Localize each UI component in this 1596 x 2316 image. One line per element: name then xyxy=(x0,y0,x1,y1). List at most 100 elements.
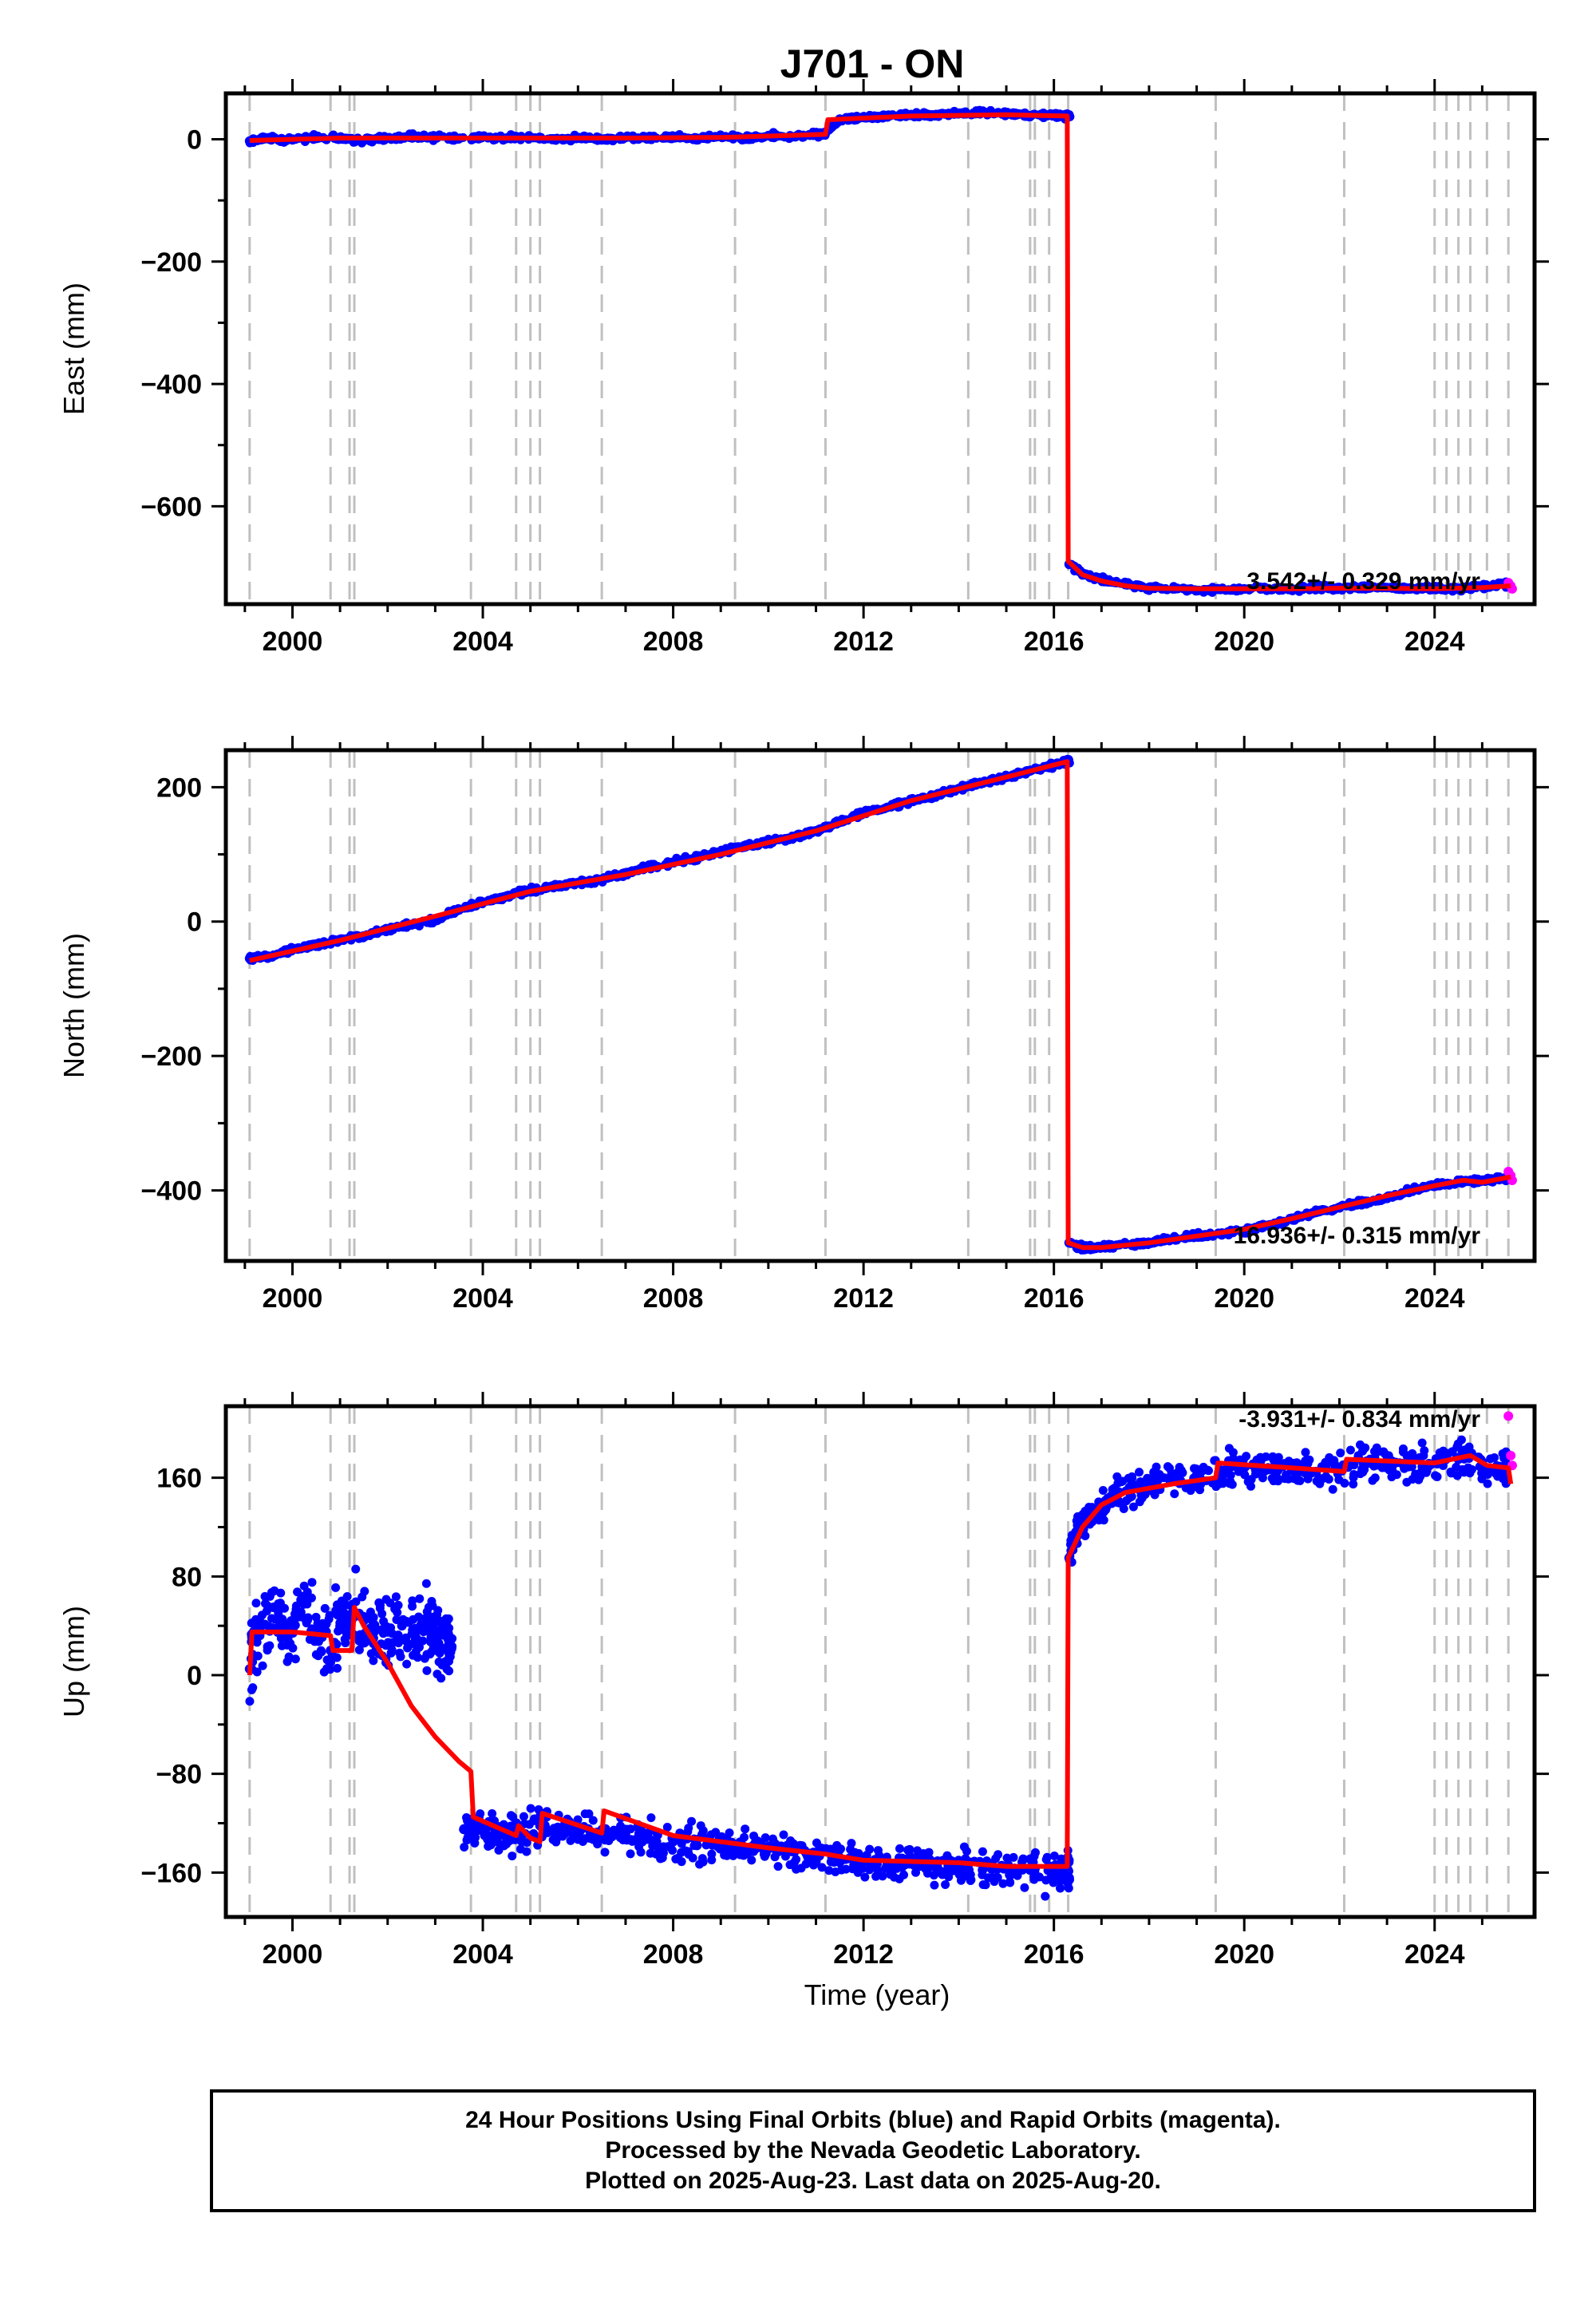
data-point xyxy=(1243,1477,1253,1487)
y-axis-label-up: Up (mm) xyxy=(57,1606,90,1717)
data-point xyxy=(1274,1452,1283,1462)
data-point xyxy=(1128,1502,1138,1512)
data-point xyxy=(437,1674,446,1683)
data-point xyxy=(616,1821,626,1831)
data-point xyxy=(476,1809,485,1819)
data-point xyxy=(747,1856,757,1865)
data-point xyxy=(506,1821,516,1831)
data-point xyxy=(895,1844,904,1853)
data-point xyxy=(1324,1475,1333,1484)
data-point xyxy=(1280,1474,1290,1484)
data-point xyxy=(1370,1473,1380,1483)
data-point xyxy=(375,1601,385,1611)
data-point xyxy=(463,1832,472,1842)
data-point xyxy=(1416,1472,1425,1481)
data-point xyxy=(299,1581,309,1591)
data-point xyxy=(385,1598,395,1607)
y-tick-label: −80 xyxy=(156,1760,202,1790)
x-tick-label: 2012 xyxy=(833,626,894,657)
data-point xyxy=(519,1812,528,1821)
data-point xyxy=(276,1588,286,1598)
data-point xyxy=(398,1614,408,1624)
data-point xyxy=(895,1874,904,1883)
data-point xyxy=(436,1618,445,1627)
data-point xyxy=(841,1864,851,1874)
data-point xyxy=(1165,1464,1175,1473)
rate-annotation-east: 3.542+/- 0.329 mm/yr xyxy=(1246,568,1480,595)
data-point xyxy=(1446,1467,1456,1476)
data-point xyxy=(1315,1479,1325,1488)
x-tick-label: 2004 xyxy=(452,626,513,657)
data-point xyxy=(395,1648,405,1658)
x-tick-label: 2020 xyxy=(1214,626,1274,657)
data-point xyxy=(684,1824,693,1833)
data-point xyxy=(959,1864,969,1874)
y-tick-label: −400 xyxy=(140,1176,202,1207)
model-line xyxy=(247,1452,1514,1869)
data-point xyxy=(444,1614,453,1623)
data-point xyxy=(978,1847,987,1856)
data-point xyxy=(873,1866,883,1875)
data-point xyxy=(942,1851,952,1860)
data-point xyxy=(760,1852,769,1861)
data-point xyxy=(720,1850,729,1860)
data-point xyxy=(548,1835,558,1844)
x-tick-label: 2020 xyxy=(1214,1939,1274,1970)
data-point xyxy=(261,1599,271,1608)
data-point xyxy=(1448,1447,1457,1456)
data-point xyxy=(413,1653,422,1662)
data-point xyxy=(588,1816,598,1825)
panel-east: 2000 2004 2008 2012 2016 2020 2024 0 −200 −400 −60… xyxy=(57,79,1549,657)
data-point xyxy=(448,1634,457,1643)
panel-frame-north xyxy=(223,748,1537,1263)
data-point xyxy=(1328,1484,1337,1494)
panel-frame-up xyxy=(223,1404,1537,1919)
data-point xyxy=(1295,1476,1305,1485)
x-tick-label: 2008 xyxy=(643,1939,704,1970)
data-point xyxy=(991,1873,1001,1883)
data-point xyxy=(695,1860,705,1869)
data-point xyxy=(1171,1468,1181,1478)
data-point xyxy=(1420,1446,1429,1456)
data-point xyxy=(847,1864,857,1874)
data-point xyxy=(413,1639,422,1649)
data-point xyxy=(1385,1465,1394,1475)
data-point xyxy=(1211,1482,1221,1492)
data-point xyxy=(341,1638,350,1648)
x-tick-label: 2024 xyxy=(1404,626,1465,657)
data-point xyxy=(260,1619,270,1629)
data-point xyxy=(418,1626,428,1635)
model-line xyxy=(249,759,1511,1251)
data-point xyxy=(1336,1448,1345,1458)
data-point xyxy=(258,1661,267,1670)
panel-north: 2000 2004 2008 2012 2016 2020 20242000−200−400… xyxy=(57,736,1549,1314)
data-point xyxy=(998,1879,1008,1888)
data-point xyxy=(445,1652,455,1662)
data-point xyxy=(1503,1411,1514,1421)
data-point xyxy=(1224,1444,1234,1453)
data-point xyxy=(286,1638,295,1648)
data-point xyxy=(1049,1851,1059,1860)
data-point xyxy=(421,1579,431,1588)
y-tick-label: −600 xyxy=(140,492,202,522)
data-point xyxy=(1464,1463,1473,1472)
data-point xyxy=(251,1599,261,1608)
data-point xyxy=(484,1841,493,1851)
data-point xyxy=(1056,1883,1065,1893)
data-point xyxy=(706,1830,716,1840)
data-point xyxy=(414,1612,424,1622)
data-point xyxy=(300,1598,310,1607)
data-point xyxy=(1199,1462,1208,1472)
y-axis-label-east: East (mm) xyxy=(57,283,90,415)
data-point xyxy=(1137,1493,1147,1503)
x-tick-label: 2008 xyxy=(643,626,704,657)
x-tick-label: 2008 xyxy=(643,1283,704,1314)
rate-annotation-up: -3.931+/- 0.834 mm/yr xyxy=(1238,1406,1480,1433)
y-tick-label: 160 xyxy=(156,1464,202,1494)
data-point xyxy=(506,1811,516,1820)
y-tick-label: 80 xyxy=(172,1562,202,1592)
data-point xyxy=(415,1594,425,1603)
data-point xyxy=(388,1638,397,1647)
data-point xyxy=(293,1587,302,1597)
plot-area-east xyxy=(244,93,1517,604)
